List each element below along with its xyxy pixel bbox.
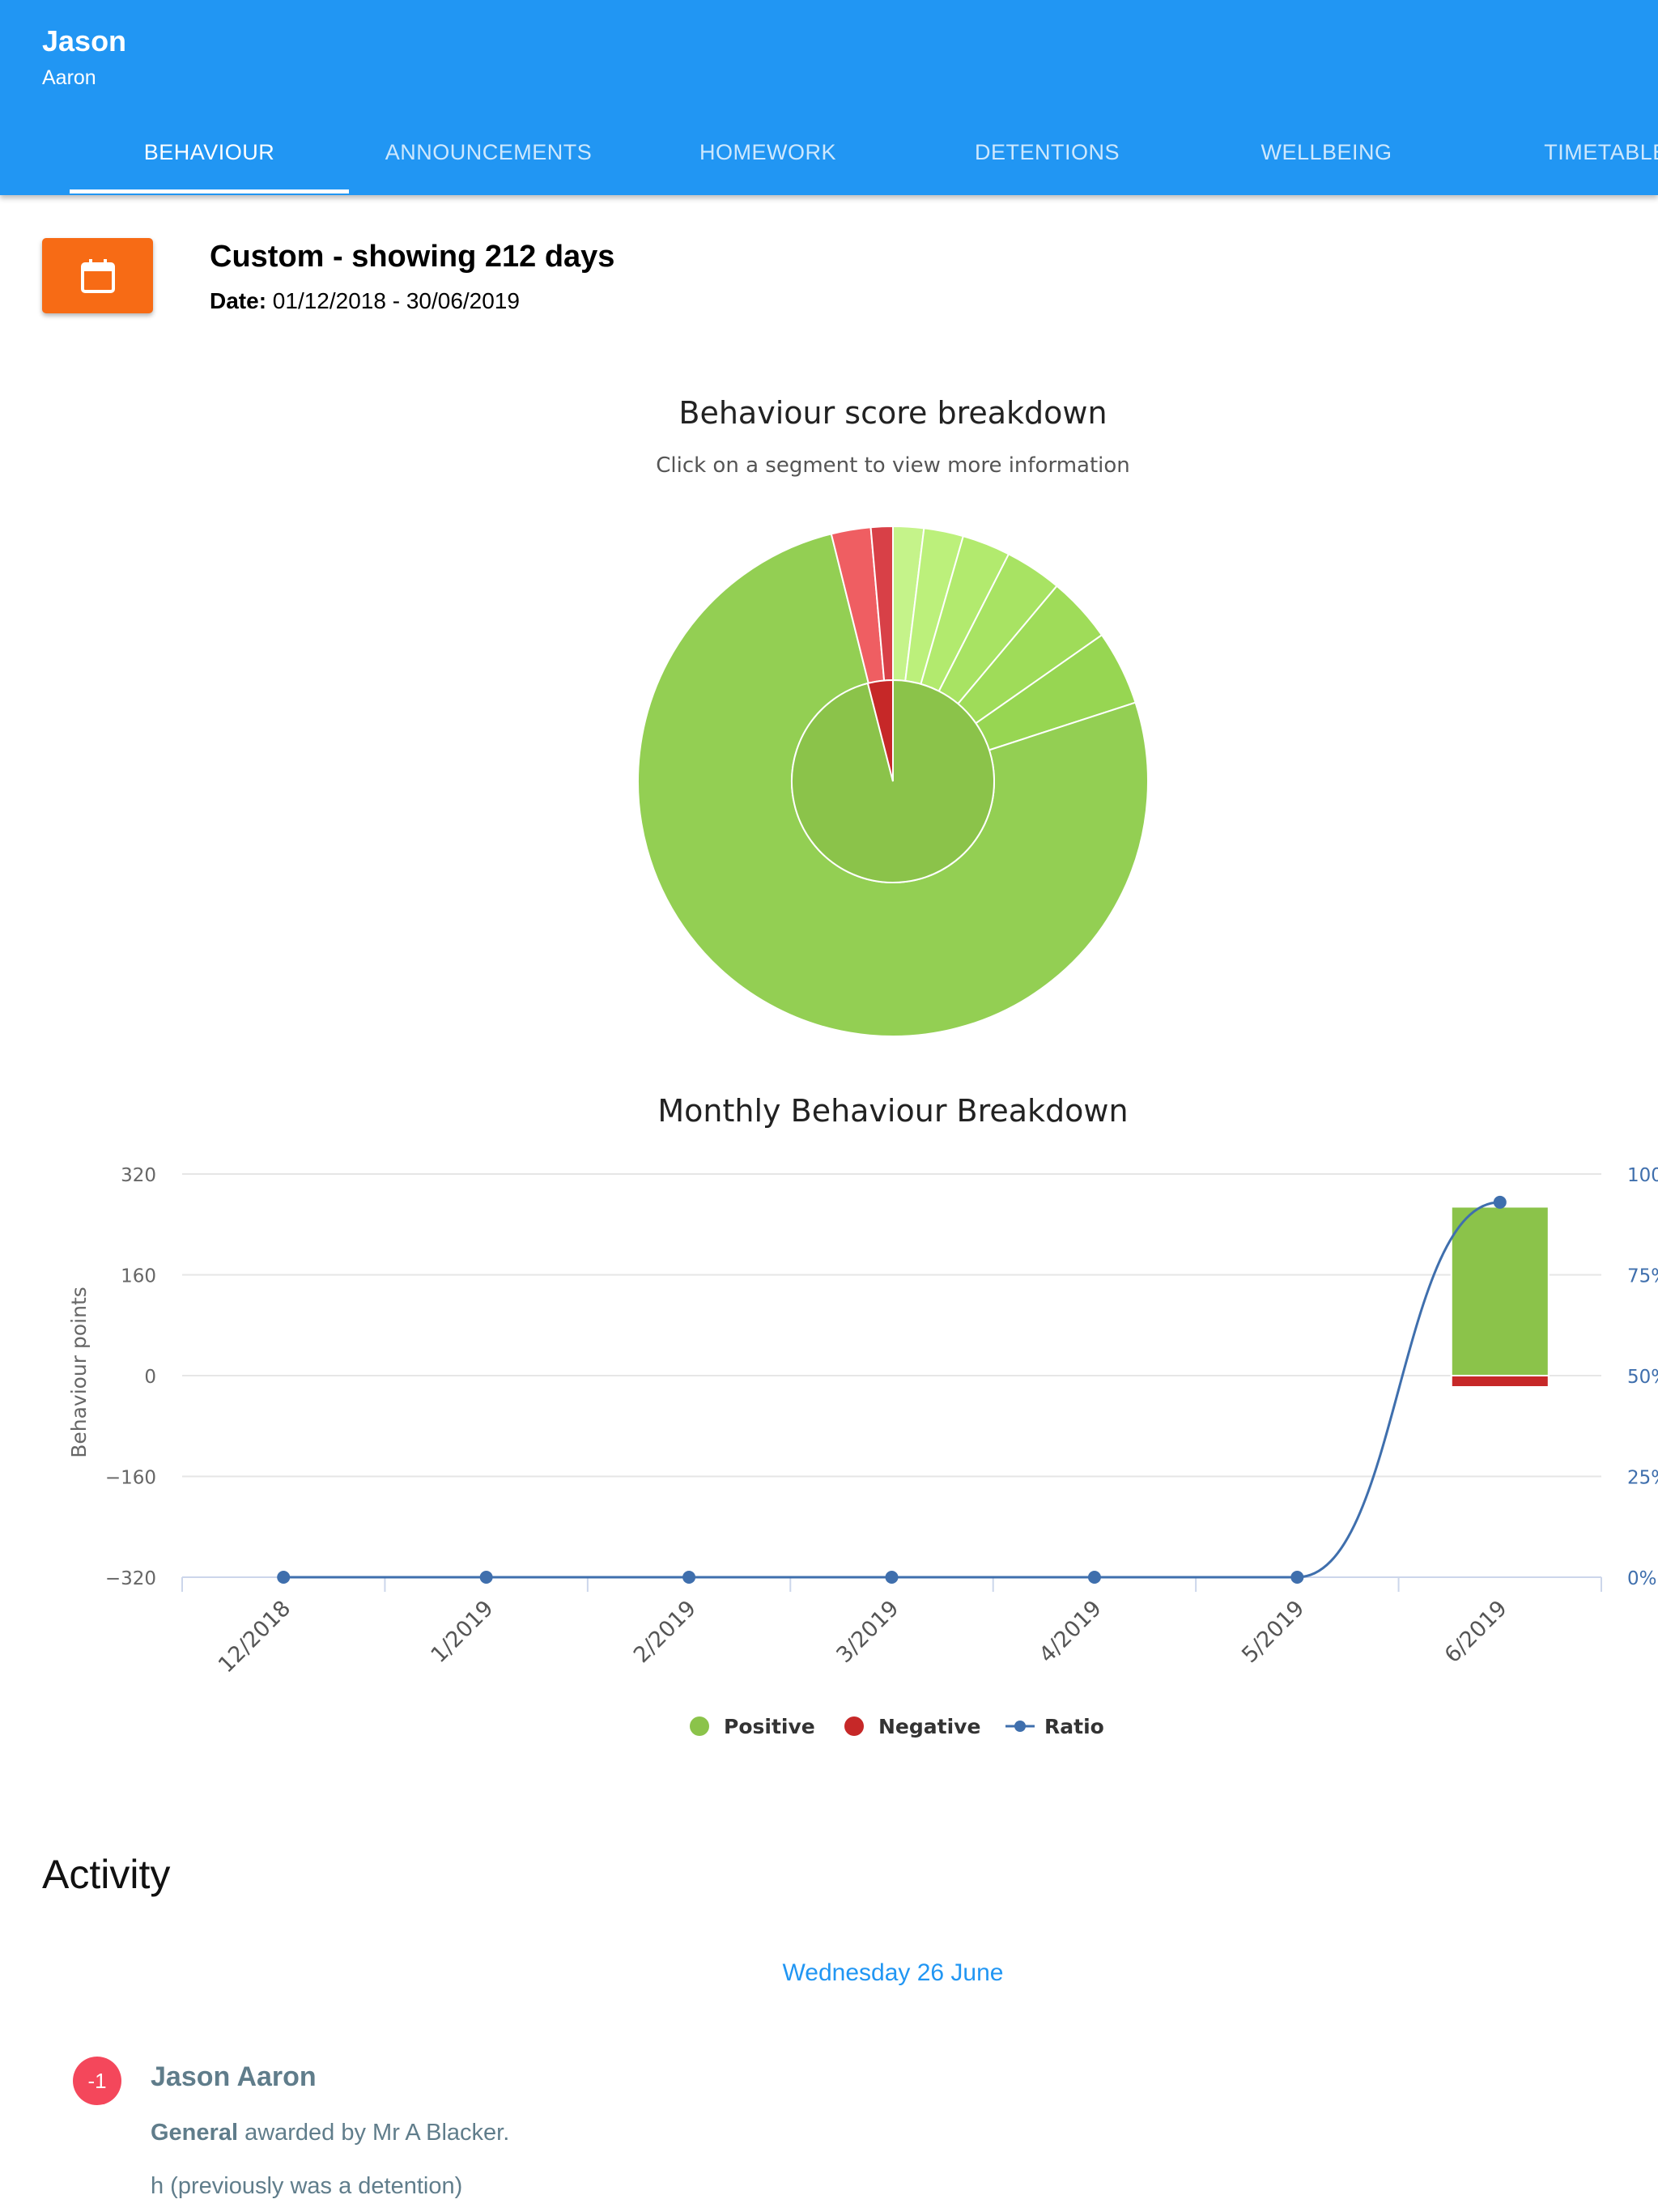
active-tab-indicator (70, 189, 349, 194)
range-title: Custom - showing 212 days (210, 240, 615, 274)
activity-awarded-text: awarded by Mr A Blacker. (244, 2120, 510, 2146)
x-tick-label: 3/2019 (831, 1596, 903, 1668)
y2-tick-label: 0% (1627, 1568, 1657, 1589)
ratio-point[interactable] (682, 1571, 696, 1584)
ratio-point[interactable] (1087, 1571, 1101, 1584)
student-last-name: Aaron (42, 66, 96, 89)
tab-homework[interactable]: HOMEWORK (699, 140, 836, 164)
activity-date-header: Wednesday 26 June (782, 1959, 1004, 1986)
student-first-name: Jason (42, 24, 127, 57)
positive-bar[interactable] (1450, 1206, 1550, 1377)
y2-tick-label: 75% (1627, 1266, 1658, 1287)
activity-note: h (previously was a detention) (151, 2173, 463, 2199)
legend-ratio-swatch (1005, 1721, 1035, 1732)
activity-student-name[interactable]: Jason Aaron (151, 2061, 317, 2092)
monthly-behaviour-chart: 320 160 0 −160 −320 100% 75% 50% 25% 0% Behaviour … (67, 1165, 1658, 1678)
negative-bar[interactable] (1450, 1375, 1550, 1389)
y-axis-title: Behaviour points (67, 1287, 91, 1458)
x-tick-label: 2/2019 (629, 1596, 701, 1668)
activity-heading: Activity (42, 1852, 171, 1897)
tab-wellbeing[interactable]: WELLBEING (1261, 140, 1392, 164)
y2-tick-label: 50% (1627, 1367, 1658, 1388)
app-header: Jason Aaron BEHAVIOUR ANNOUNCEMENTS HOME… (0, 0, 1658, 195)
ratio-point[interactable] (1493, 1195, 1507, 1209)
range-date-value: 01/12/2018 - 30/06/2019 (272, 288, 520, 313)
y-tick-label: 160 (121, 1266, 156, 1287)
tab-bar: BEHAVIOUR ANNOUNCEMENTS HOMEWORK DETENTI… (0, 130, 1658, 195)
pie-chart-title: Behaviour score breakdown (678, 395, 1107, 431)
x-tick-label: 1/2019 (426, 1596, 498, 1668)
legend-positive[interactable]: Positive (690, 1710, 815, 1742)
range-date: Date: 01/12/2018 - 30/06/2019 (210, 288, 520, 314)
tab-detentions[interactable]: DETENTIONS (974, 140, 1120, 164)
x-tick-label: 5/2019 (1237, 1596, 1309, 1668)
y-tick-label: −160 (105, 1468, 156, 1489)
legend-negative-swatch (844, 1716, 864, 1736)
pie-inner-segment-negative[interactable] (866, 678, 894, 782)
tab-announcements[interactable]: ANNOUNCEMENTS (385, 140, 593, 164)
y-tick-label: 0 (144, 1367, 156, 1388)
pie-chart-subtitle: Click on a segment to view more informat… (656, 453, 1130, 478)
y2-tick-label: 100% (1627, 1165, 1658, 1186)
legend-negative-label: Negative (878, 1714, 981, 1738)
legend-ratio-label: Ratio (1044, 1714, 1104, 1738)
bar-chart-title: Monthly Behaviour Breakdown (657, 1093, 1129, 1129)
activity-description: General awarded by Mr A Blacker. (151, 2120, 509, 2146)
ratio-point[interactable] (277, 1571, 291, 1584)
ratio-line (283, 1201, 1500, 1579)
calendar-icon (80, 258, 115, 293)
ratio-point[interactable] (479, 1571, 493, 1584)
y2-tick-label: 25% (1627, 1468, 1658, 1489)
range-date-label: Date: (210, 288, 267, 313)
activity-category: General (151, 2120, 238, 2146)
points-badge: -1 (73, 2057, 121, 2105)
date-range-button[interactable] (42, 238, 153, 313)
tab-behaviour[interactable]: BEHAVIOUR (143, 140, 275, 164)
ratio-point[interactable] (885, 1571, 899, 1584)
y-tick-label: 320 (121, 1165, 156, 1186)
tab-timetable[interactable]: TIMETABLE (1544, 140, 1658, 164)
x-tick-label: 6/2019 (1440, 1596, 1512, 1668)
ratio-point[interactable] (1290, 1571, 1304, 1584)
legend-positive-swatch (690, 1716, 709, 1736)
behaviour-pie-chart (637, 525, 1149, 1037)
x-tick-label: 12/2018 (214, 1596, 295, 1678)
legend-ratio[interactable]: Ratio (1005, 1710, 1104, 1742)
legend-negative[interactable]: Negative (844, 1710, 980, 1742)
x-tick-label: 4/2019 (1035, 1596, 1107, 1668)
legend-positive-label: Positive (724, 1714, 815, 1738)
y-tick-label: −320 (105, 1568, 156, 1589)
